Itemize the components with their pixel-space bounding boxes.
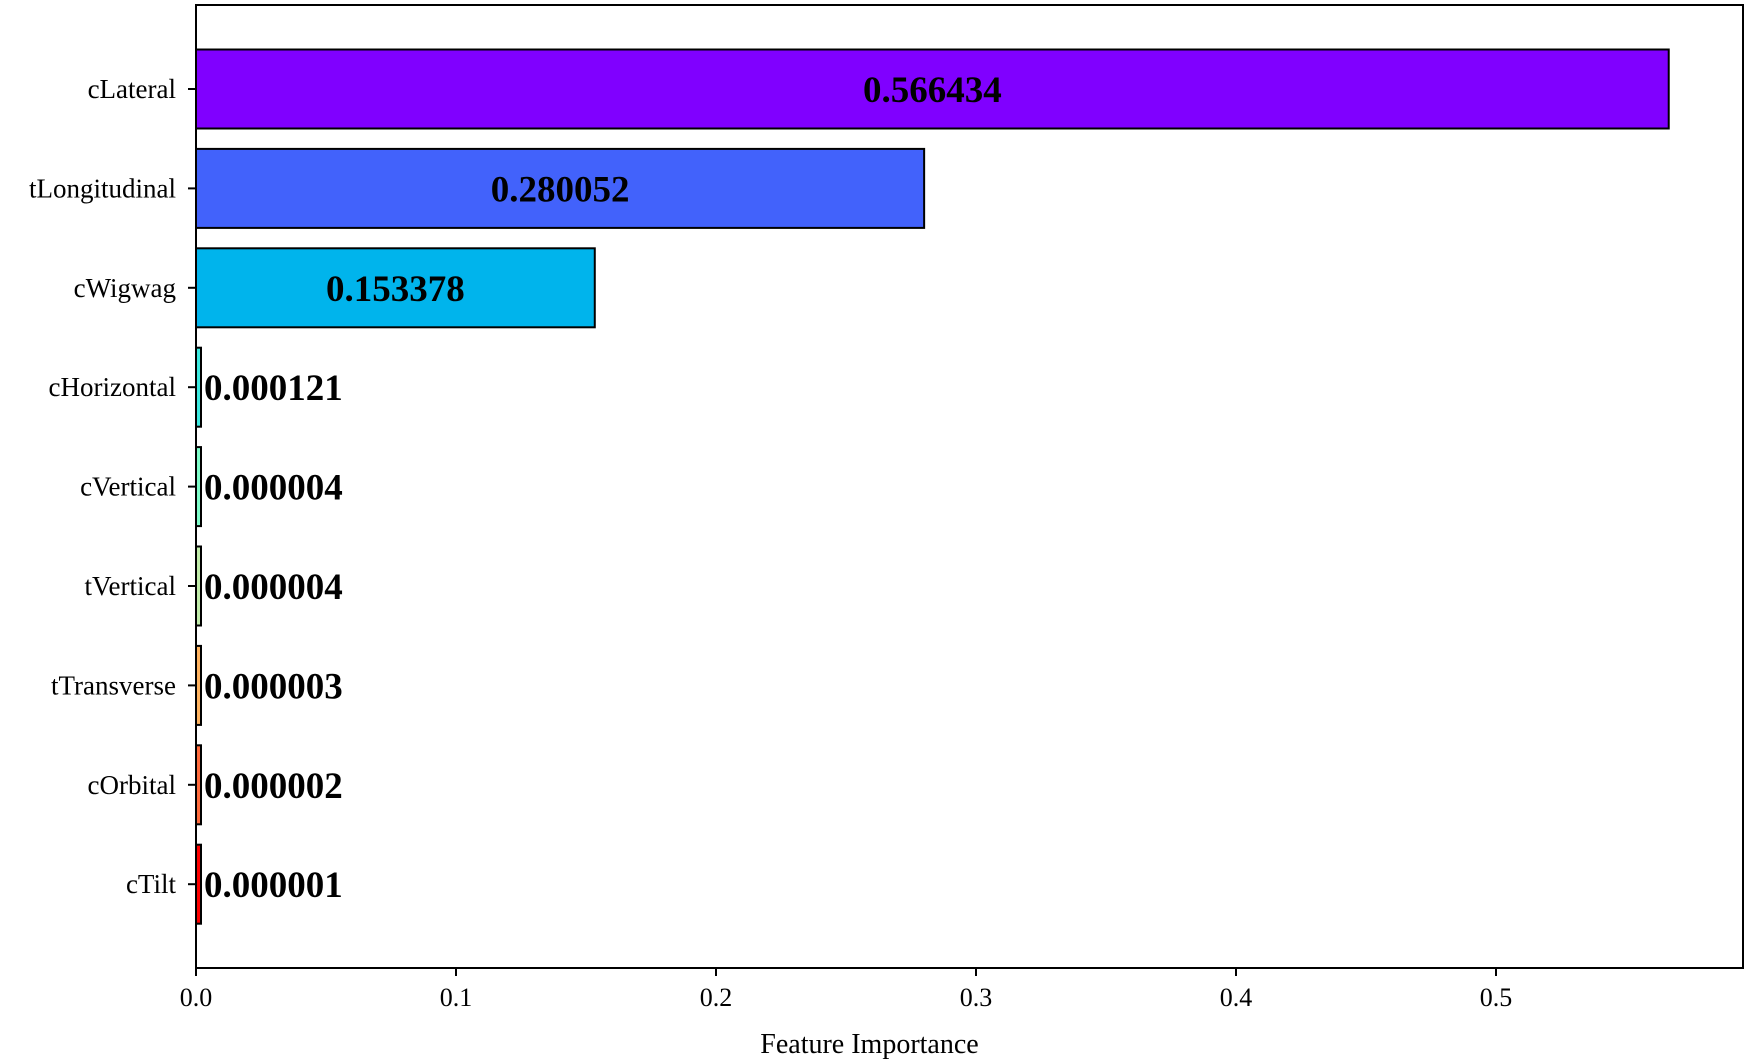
value-label-cTilt: 0.000001: [204, 865, 343, 906]
y-tick-label-tVertical: tVertical: [85, 571, 176, 601]
bar-cWigwag: [195, 247, 596, 329]
plot-frame: [195, 4, 1744, 969]
y-tick-label-tLongitudinal: tLongitudinal: [29, 173, 176, 203]
y-tick-label-cVertical: cVertical: [80, 472, 176, 502]
value-label-tLongitudinal: 0.280052: [491, 169, 630, 210]
value-labels-group: 0.566434 0.280052 0.153378 0.000121 0.000004…: [204, 70, 1002, 906]
x-tick-label: 0.0: [180, 983, 213, 1012]
bars-group: [195, 48, 1670, 925]
y-tick-label-cWigwag: cWigwag: [74, 273, 176, 303]
x-tick-label: 0.1: [440, 983, 473, 1012]
x-axis-title: Feature Importance: [760, 1029, 978, 1060]
y-tick-label-cTilt: cTilt: [126, 869, 177, 899]
value-label-tVertical: 0.000004: [204, 567, 343, 608]
y-tick-label-tTransverse: tTransverse: [51, 670, 176, 700]
y-axis: cLateral tLongitudinal cWigwag cHorizontal c…: [29, 74, 196, 899]
x-axis: 0.0 0.1 0.2 0.3 0.4 0.5: [180, 968, 1513, 1012]
value-label-cOrbital: 0.000002: [204, 766, 343, 807]
x-tick-label: 0.2: [700, 983, 733, 1012]
value-label-cLateral: 0.566434: [863, 70, 1002, 111]
value-label-cVertical: 0.000004: [204, 468, 343, 509]
x-tick-label: 0.4: [1220, 983, 1253, 1012]
y-tick-label-cHorizontal: cHorizontal: [49, 372, 176, 402]
y-tick-label-cLateral: cLateral: [88, 74, 176, 104]
bar-tLongitudinal: [195, 147, 926, 229]
value-label-tTransverse: 0.000003: [204, 666, 343, 707]
value-label-cHorizontal: 0.000121: [204, 368, 343, 409]
x-tick-label: 0.3: [960, 983, 993, 1012]
x-tick-label: 0.5: [1480, 983, 1513, 1012]
value-label-cWigwag: 0.153378: [326, 269, 465, 310]
y-tick-label-cOrbital: cOrbital: [88, 770, 176, 800]
bar-cLateral: [195, 48, 1670, 130]
